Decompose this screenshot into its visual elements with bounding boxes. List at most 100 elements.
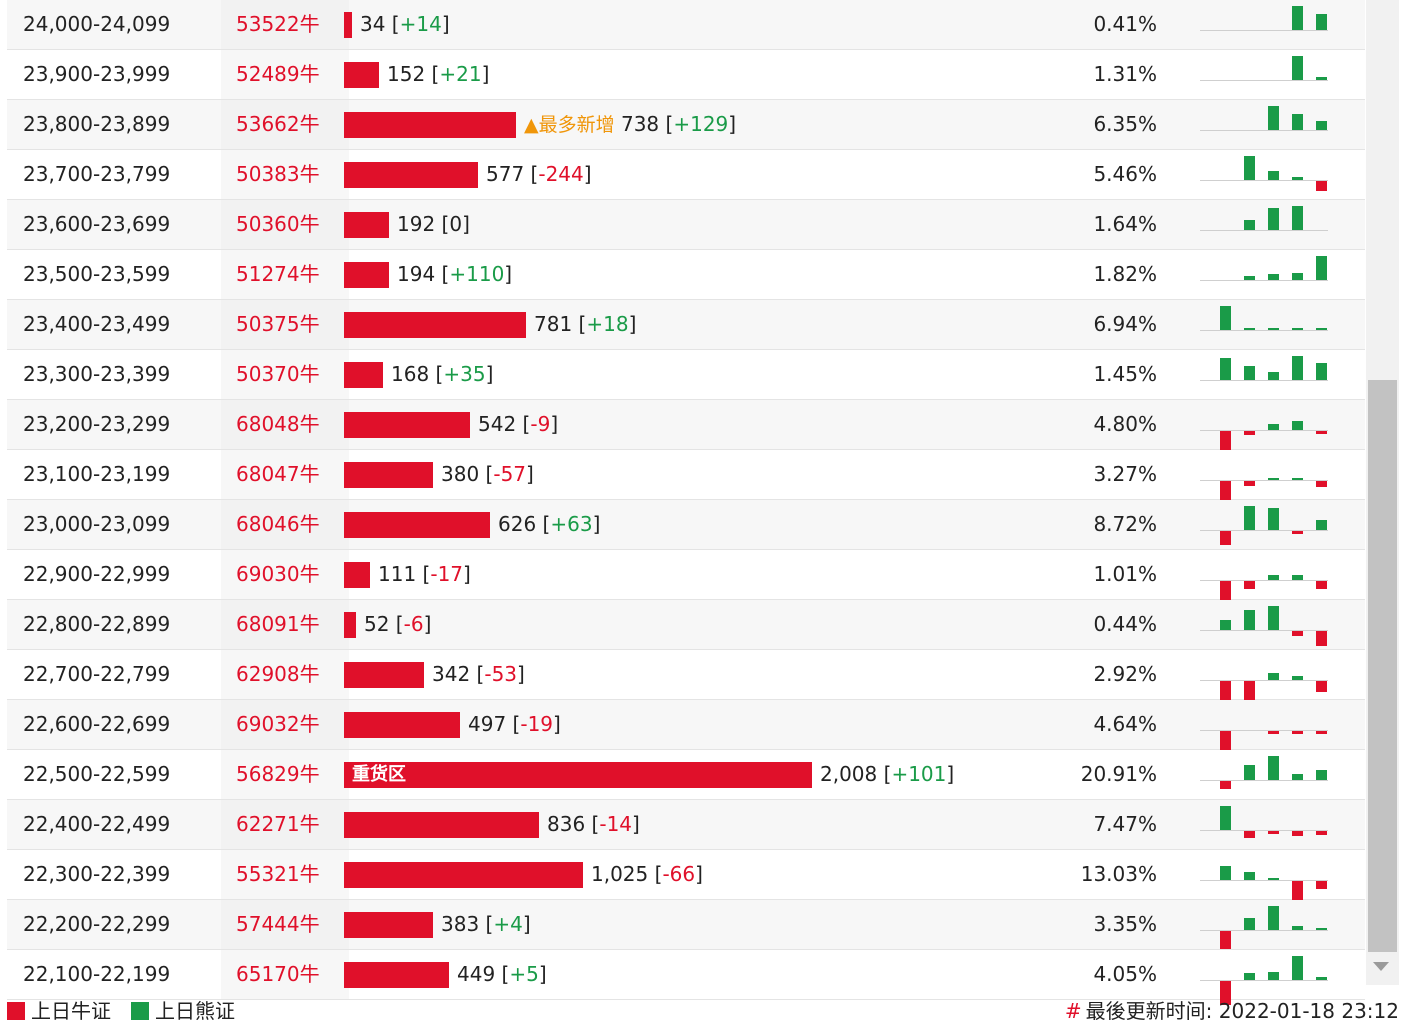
table-row[interactable]: 22,400-22,499 62271牛 836 [-14] 7.47%	[7, 800, 1365, 850]
change-value: +63	[550, 512, 593, 536]
percentage: 3.27%	[1093, 462, 1157, 486]
table-row[interactable]: 22,800-22,899 68091牛 52 [-6] 0.44%	[7, 600, 1365, 650]
sparkline-bar	[1316, 881, 1327, 889]
percentage: 4.64%	[1093, 712, 1157, 736]
sparkline-bar	[1220, 806, 1231, 830]
certificate-code[interactable]: 69030牛	[221, 550, 349, 599]
certificate-code[interactable]: 65170牛	[221, 950, 349, 999]
sparkline-bar	[1244, 328, 1255, 330]
price-range: 22,400-22,499	[23, 812, 171, 836]
certificate-code[interactable]: 68046牛	[221, 500, 349, 549]
price-range: 23,700-23,799	[23, 162, 171, 186]
sparkline-bar	[1268, 424, 1279, 430]
sparkline-baseline	[1200, 430, 1328, 431]
table-row[interactable]: 22,700-22,799 62908牛 342 [-53] 2.92%	[7, 650, 1365, 705]
certificate-code[interactable]: 53522牛	[221, 0, 349, 49]
sparkline-baseline	[1200, 130, 1328, 131]
table-row[interactable]: 23,200-23,299 68048牛 542 [-9] 4.80%	[7, 400, 1365, 455]
percentage: 4.05%	[1093, 962, 1157, 986]
footer: 上日牛证 上日熊证 # 最後更新时间: 2022-01-18 23:12	[7, 996, 1399, 1026]
table-row[interactable]: 23,900-23,999 52489牛 152 [+21] 1.31%	[7, 50, 1365, 100]
table-row[interactable]: 23,300-23,399 50370牛 168 [+35] 1.45%	[7, 350, 1365, 400]
certificate-code[interactable]: 52489牛	[221, 50, 349, 99]
certificate-code[interactable]: 50360牛	[221, 200, 349, 249]
certificate-code[interactable]: 51274牛	[221, 250, 349, 299]
sparkline-bar	[1316, 481, 1327, 487]
count-value: 52	[364, 612, 390, 636]
certificate-code[interactable]: 56829牛	[221, 750, 349, 799]
percentage: 6.94%	[1093, 312, 1157, 336]
price-range: 22,900-22,999	[23, 562, 171, 586]
table-row[interactable]: 23,100-23,199 68047牛 380 [-57] 3.27%	[7, 450, 1365, 505]
trend-sparkline	[1200, 100, 1328, 149]
sparkline-bar	[1268, 972, 1279, 980]
certificate-code[interactable]: 55321牛	[221, 850, 349, 899]
table-row[interactable]: 22,900-22,999 69030牛 111 [-17] 1.01%	[7, 550, 1365, 605]
sparkline-bar	[1316, 770, 1327, 780]
sparkline-baseline	[1200, 280, 1328, 281]
change-value: +35	[443, 362, 486, 386]
change-value: -244	[538, 162, 584, 186]
price-range: 22,600-22,699	[23, 712, 171, 736]
table-row[interactable]: 22,300-22,399 55321牛 1,025 [-66] 13.03%	[7, 850, 1365, 905]
count-value: 34	[360, 12, 386, 36]
certificate-code[interactable]: 57444牛	[221, 900, 349, 949]
sparkline-bar	[1292, 531, 1303, 534]
count-label: 342 [-53]	[432, 662, 525, 686]
certificate-code[interactable]: 68047牛	[221, 450, 349, 499]
certificate-code[interactable]: 50370牛	[221, 350, 349, 399]
table-row[interactable]: 23,700-23,799 50383牛 577 [-244] 5.46%	[7, 150, 1365, 200]
scroll-down-arrow-icon[interactable]	[1373, 962, 1389, 971]
sparkline-bar	[1292, 774, 1303, 780]
count-value: 383	[441, 912, 480, 936]
sparkline-baseline	[1200, 480, 1328, 481]
sparkline-baseline	[1200, 30, 1328, 31]
trend-sparkline	[1200, 0, 1328, 49]
certificate-code[interactable]: 53662牛	[221, 100, 349, 149]
table-row[interactable]: 23,000-23,099 68046牛 626 [+63] 8.72%	[7, 500, 1365, 550]
price-range: 23,600-23,699	[23, 212, 171, 236]
sparkline-bar	[1316, 928, 1327, 930]
change-value: +101	[891, 762, 947, 786]
table-row[interactable]: 23,500-23,599 51274牛 194 [+110] 1.82%	[7, 250, 1365, 300]
table-row[interactable]: 23,600-23,699 50360牛 192 [0] 1.64%	[7, 200, 1365, 250]
table-row[interactable]: 23,400-23,499 50375牛 781 [+18] 6.94%	[7, 300, 1365, 350]
certificate-code[interactable]: 68091牛	[221, 600, 349, 649]
certificate-code[interactable]: 50383牛	[221, 150, 349, 199]
sparkline-bar	[1268, 831, 1279, 834]
table-row[interactable]: 24,000-24,099 53522牛 34 [+14] 0.41%	[7, 0, 1365, 50]
trend-sparkline	[1200, 500, 1328, 549]
count-bar	[344, 262, 389, 288]
certificate-code[interactable]: 50375牛	[221, 300, 349, 349]
count-bar-cell: 152 [+21]	[344, 50, 1064, 99]
scrollbar-thumb[interactable]	[1368, 380, 1397, 952]
certificate-code[interactable]: 69032牛	[221, 700, 349, 749]
table-row[interactable]: 22,200-22,299 57444牛 383 [+4] 3.35%	[7, 900, 1365, 950]
count-value: 626	[498, 512, 537, 536]
count-label: 52 [-6]	[364, 612, 432, 636]
price-range: 23,200-23,299	[23, 412, 171, 436]
sparkline-bar	[1316, 181, 1327, 191]
table-row[interactable]: 22,500-22,599 56829牛 重货区 2,008 [+101] 20.91%	[7, 750, 1365, 800]
count-bar	[344, 62, 379, 88]
certificate-code[interactable]: 62908牛	[221, 650, 349, 699]
certificate-code[interactable]: 68048牛	[221, 400, 349, 449]
count-bar-cell: 111 [-17]	[344, 550, 1064, 599]
percentage: 8.72%	[1093, 512, 1157, 536]
certificate-code[interactable]: 62271牛	[221, 800, 349, 849]
sparkline-bar	[1292, 206, 1303, 230]
count-value: 342	[432, 662, 471, 686]
count-bar	[344, 862, 583, 888]
sparkline-bar	[1268, 208, 1279, 230]
table-row[interactable]: 23,800-23,899 53662牛 ▲最多新增 738 [+129] 6.35%	[7, 100, 1365, 150]
sparkline-baseline	[1200, 530, 1328, 531]
percentage: 20.91%	[1080, 762, 1157, 786]
table-row[interactable]: 22,600-22,699 69032牛 497 [-19] 4.64%	[7, 700, 1365, 755]
sparkline-bar	[1268, 328, 1279, 330]
change-value: -53	[484, 662, 518, 686]
sparkline-bar	[1268, 274, 1279, 280]
sparkline-bar	[1220, 620, 1231, 630]
table-row[interactable]: 22,100-22,199 65170牛 449 [+5] 4.05%	[7, 950, 1365, 1005]
change-value: +110	[449, 262, 505, 286]
count-bar	[344, 462, 433, 488]
